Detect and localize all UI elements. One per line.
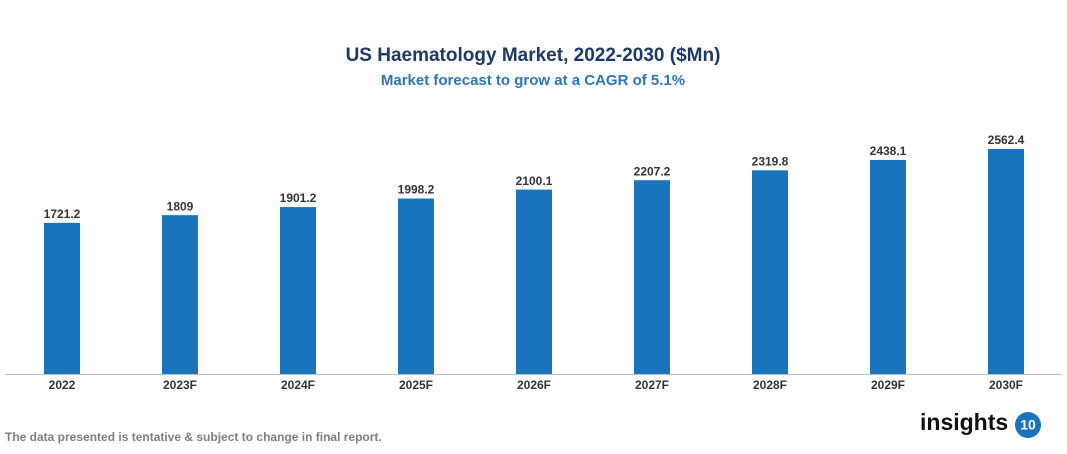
data-label: 2319.8 — [752, 154, 789, 168]
data-label: 1721.2 — [44, 207, 81, 221]
logo-text: insights — [920, 409, 1008, 435]
data-label: 2207.2 — [634, 164, 671, 178]
x-tick-label: 2029F — [871, 378, 905, 392]
data-label: 1809 — [167, 199, 194, 213]
data-label: 2438.1 — [870, 144, 907, 158]
x-tick-label: 2024F — [281, 378, 315, 392]
bar — [44, 222, 80, 374]
bar — [752, 170, 788, 374]
footnote: The data presented is tentative & subjec… — [5, 430, 382, 444]
x-tick-label: 2028F — [753, 378, 787, 392]
data-label: 2100.1 — [516, 174, 553, 188]
x-tick-label: 2023F — [163, 378, 197, 392]
x-tick-label: 2030F — [989, 378, 1023, 392]
data-label: 1901.2 — [280, 191, 317, 205]
x-tick-label: 2025F — [399, 378, 433, 392]
data-label: 1998.2 — [398, 183, 435, 197]
bar — [280, 207, 316, 374]
logo-badge — [1015, 412, 1041, 438]
bar — [162, 215, 198, 374]
bar — [988, 149, 1024, 374]
chart-title: US Haematology Market, 2022-2030 ($Mn) — [346, 45, 721, 66]
logo-badge-text: 10 — [1020, 417, 1036, 433]
bar — [870, 159, 906, 374]
chart-subtitle: Market forecast to grow at a CAGR of 5.1… — [381, 72, 685, 89]
bar — [516, 189, 552, 374]
data-label: 2562.4 — [988, 133, 1025, 147]
bar — [398, 198, 434, 374]
x-tick-label: 2022 — [49, 378, 76, 392]
x-tick-label: 2027F — [635, 378, 669, 392]
bar — [634, 180, 670, 374]
x-tick-label: 2026F — [517, 378, 551, 392]
